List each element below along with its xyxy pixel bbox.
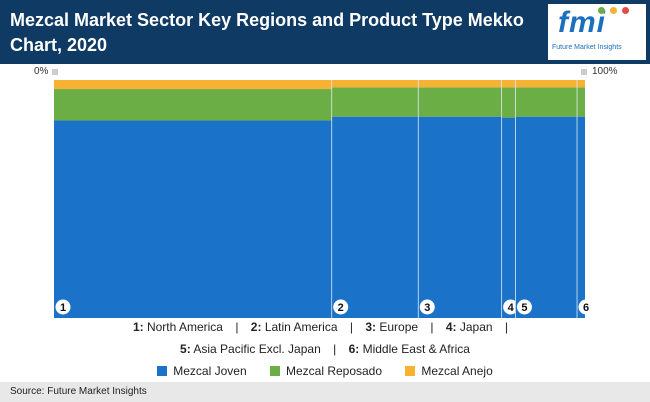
separator: | xyxy=(333,342,337,356)
region-marker-4: 4 xyxy=(503,299,519,315)
logo-text: Future Market Insights xyxy=(552,44,622,51)
separator: | xyxy=(504,320,509,334)
region-num: 2: xyxy=(250,320,262,334)
region-num: 3: xyxy=(365,320,376,334)
region-name: Latin America xyxy=(264,320,338,334)
axis-right-label: 100% xyxy=(592,66,618,77)
region-marker-circle xyxy=(578,299,594,315)
region-marker-label: 6 xyxy=(583,302,589,314)
region-marker-1: 1 xyxy=(55,299,71,315)
region-marker-2: 2 xyxy=(333,299,349,315)
region-marker-circle xyxy=(503,299,519,315)
region-marker-label: 5 xyxy=(521,302,527,314)
region-name: Japan xyxy=(459,320,493,334)
segment-2-2 xyxy=(331,87,419,117)
legend-label: Mezcal Anejo xyxy=(421,364,493,378)
segment-6-1 xyxy=(577,116,585,318)
segment-1-1 xyxy=(54,120,332,319)
segment-4-1 xyxy=(501,117,516,318)
region-name: Asia Pacific Excl. Japan xyxy=(193,342,321,356)
segment-2-3 xyxy=(331,80,419,88)
region-marker-5: 5 xyxy=(516,299,532,315)
axis-left-tick xyxy=(52,69,58,75)
region-marker-6: 6 xyxy=(578,299,594,315)
segment-6-3 xyxy=(577,80,585,88)
separator: | xyxy=(430,320,434,334)
region-name: Europe xyxy=(379,320,419,334)
logo-mark: fmi xyxy=(558,6,606,39)
legend-label: Mezcal Reposado xyxy=(285,364,383,378)
source-text: Source: Future Market Insights xyxy=(10,386,147,397)
region-marker-circle xyxy=(516,299,532,315)
segment-5-1 xyxy=(515,116,578,318)
legend-item-anejo: Mezcal Anejo xyxy=(405,364,493,378)
legend-label: Mezcal Joven xyxy=(173,364,247,378)
segment-6-2 xyxy=(577,87,585,117)
region-num: 5: xyxy=(180,342,191,356)
logo-dot-icon xyxy=(598,7,605,14)
fmi-logo: fmi Future Market Insights xyxy=(548,4,646,60)
region-num: 4: xyxy=(445,320,457,334)
segment-3-2 xyxy=(418,87,502,117)
region-marker-label: 4 xyxy=(508,302,515,314)
region-marker-label: 3 xyxy=(424,302,430,314)
chart-title: Mezcal Market Sector Key Regions and Pro… xyxy=(10,10,524,55)
region-num: 1: xyxy=(132,320,144,334)
separator: | xyxy=(349,320,353,334)
header-bar: Mezcal Market Sector Key Regions and Pro… xyxy=(0,0,650,64)
separator: | xyxy=(235,320,239,334)
region-marker-circle xyxy=(333,299,349,315)
segment-4-2 xyxy=(501,87,516,118)
footer-bar: Source: Future Market Insights xyxy=(0,382,650,402)
segment-1-3 xyxy=(54,80,332,90)
segment-2-1 xyxy=(331,116,419,318)
region-marker-circle xyxy=(55,299,71,315)
segment-1-2 xyxy=(54,89,332,121)
segment-4-3 xyxy=(501,80,516,88)
region-marker-circle xyxy=(419,299,435,315)
region-legend-line-2: 5: Asia Pacific Excl. Japan | 6: Middle … xyxy=(0,342,650,356)
axis-left-label: 0% xyxy=(34,66,49,77)
series-legend: Mezcal Joven Mezcal Reposado Mezcal Anej… xyxy=(0,364,650,378)
legend-item-joven: Mezcal Joven xyxy=(157,364,247,378)
legend-swatch xyxy=(269,366,280,376)
region-name: North America xyxy=(146,320,223,334)
region-marker-label: 2 xyxy=(338,302,344,314)
legend-swatch xyxy=(405,366,416,376)
logo-dot-icon xyxy=(610,7,617,14)
segment-5-3 xyxy=(515,80,578,88)
legend-swatch xyxy=(157,366,168,376)
region-name: Middle East & Africa xyxy=(362,342,470,356)
region-marker-3: 3 xyxy=(419,299,435,315)
region-num: 6: xyxy=(348,342,360,356)
region-marker-label: 1 xyxy=(60,302,66,314)
axis-right-tick xyxy=(581,69,587,75)
legend-item-reposado: Mezcal Reposado xyxy=(269,364,383,378)
segment-3-1 xyxy=(418,116,502,318)
logo-dot-icon xyxy=(622,7,629,14)
segment-5-2 xyxy=(515,87,578,117)
region-legend-line-1: 1: North America | 2: Latin America | 3:… xyxy=(0,320,650,334)
segment-3-3 xyxy=(418,80,502,88)
